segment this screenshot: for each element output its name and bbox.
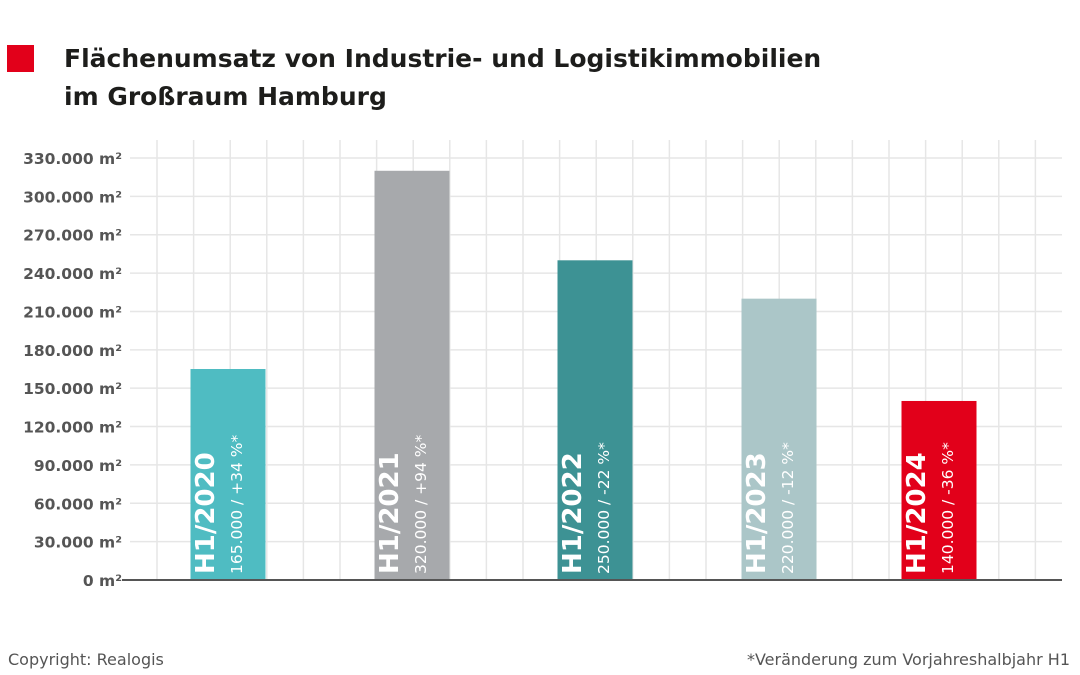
bar-group: H1/2023 220.000 / -12 %* — [741, 298, 817, 580]
bar-value-label: 320.000 / +94 %* — [412, 434, 430, 574]
y-tick-label: 60.000 m² — [34, 495, 122, 513]
title-marker — [7, 45, 34, 72]
bar-value-label: 250.000 / -22 %* — [595, 442, 613, 574]
title-line-1: Flächenumsatz von Industrie- und Logisti… — [64, 44, 822, 73]
y-tick-label: 270.000 m² — [23, 227, 122, 245]
bar-category-label: H1/2023 — [742, 452, 772, 574]
bar-group: H1/2024 140.000 / -36 %* — [901, 400, 977, 580]
bar — [901, 400, 977, 580]
bar-value-label: 165.000 / +34 %* — [228, 434, 246, 574]
y-tick-label: 120.000 m² — [23, 419, 122, 437]
copyright-text: Copyright: Realogis — [8, 650, 164, 669]
y-tick-label: 180.000 m² — [23, 342, 122, 360]
footnote-text: *Veränderung zum Vorjahreshalbjahr H1 — [746, 650, 1070, 669]
y-tick-label: 30.000 m² — [34, 534, 122, 552]
bar-category-label: H1/2024 — [902, 452, 932, 574]
bar-group: H1/2020 165.000 / +34 %* — [190, 369, 266, 580]
y-axis: 330.000 m² 300.000 m² 270.000 m² 240.000 m²… — [23, 150, 122, 590]
y-tick-label: 150.000 m² — [23, 380, 122, 398]
y-tick-label: 0 m² — [83, 572, 122, 590]
bar — [557, 260, 633, 580]
bars: H1/2020 165.000 / +34 %* H1/2021 320.000 / … — [190, 170, 977, 580]
bar-value-label: 220.000 / -12 %* — [779, 442, 797, 574]
y-tick-label: 240.000 m² — [23, 265, 122, 283]
bar — [741, 298, 817, 580]
bar-category-label: H1/2020 — [191, 452, 221, 574]
bar — [190, 369, 266, 580]
bar-value-label: 140.000 / -36 %* — [939, 442, 957, 574]
bar-group: H1/2022 250.000 / -22 %* — [557, 260, 633, 580]
y-tick-label: 210.000 m² — [23, 303, 122, 321]
bar — [374, 170, 450, 580]
title-line-2: im Großraum Hamburg — [64, 82, 387, 111]
y-tick-label: 300.000 m² — [23, 188, 122, 206]
bar-chart: 330.000 m² 300.000 m² 270.000 m² 240.000 m²… — [23, 140, 1062, 590]
bar-category-label: H1/2022 — [558, 452, 588, 574]
bar-group: H1/2021 320.000 / +94 %* — [374, 170, 450, 580]
y-tick-label: 90.000 m² — [34, 457, 122, 475]
bar-category-label: H1/2021 — [375, 452, 405, 574]
chart-title: Flächenumsatz von Industrie- und Logisti… — [64, 40, 964, 116]
y-tick-label: 330.000 m² — [23, 150, 122, 168]
